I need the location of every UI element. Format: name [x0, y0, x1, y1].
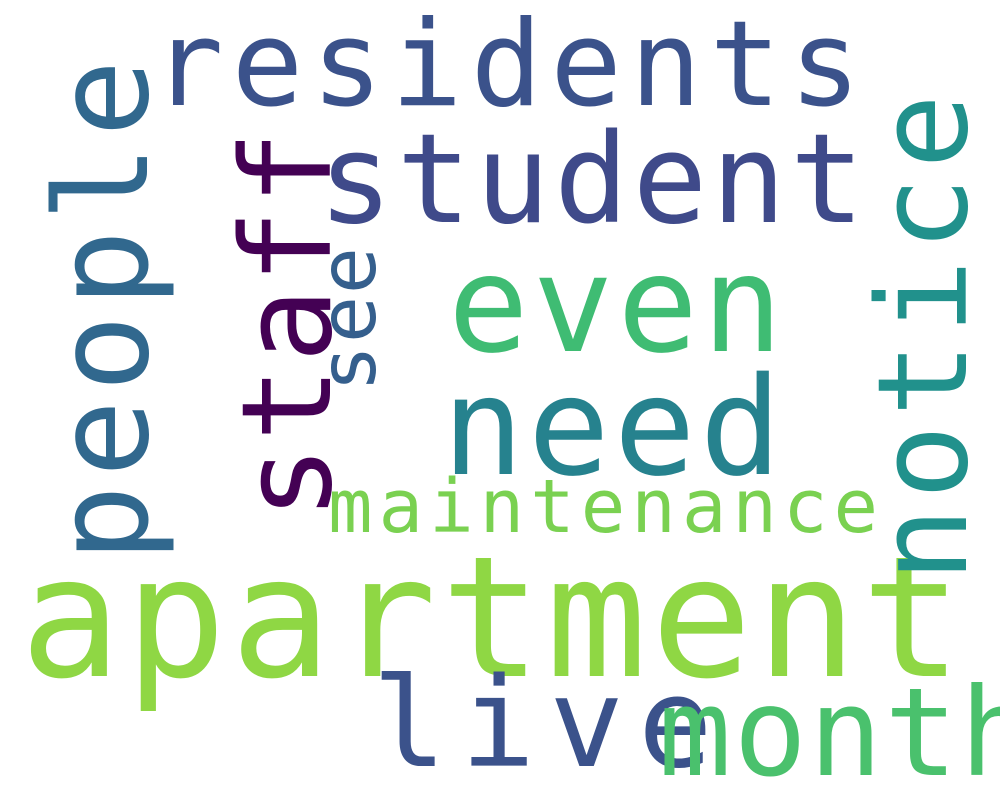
- word-notice: notice: [852, 86, 996, 582]
- word-residents: residents: [152, 0, 869, 134]
- word-month: month: [658, 662, 1000, 804]
- word-see: see: [304, 245, 394, 392]
- word-maintenance: maintenance: [328, 464, 885, 550]
- word-apartment: apartment: [20, 520, 967, 716]
- word-live: live: [372, 652, 727, 796]
- word-people: people: [29, 51, 178, 562]
- word-student: student: [318, 108, 869, 252]
- word-need: need: [442, 349, 786, 507]
- word-even: even: [448, 227, 787, 383]
